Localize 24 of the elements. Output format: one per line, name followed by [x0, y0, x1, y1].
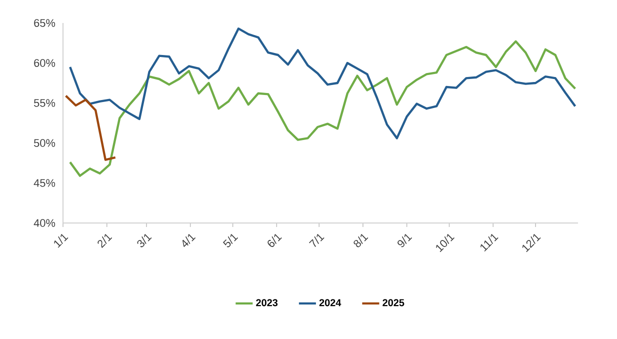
y-tick-label: 45% — [34, 179, 56, 187]
legend-label: 2025 — [382, 299, 404, 306]
line-series — [68, 28, 576, 140]
y-tick-label: 65% — [34, 19, 56, 27]
x-tick-label: 2/1 — [98, 234, 112, 248]
legend-label: 2023 — [256, 299, 278, 306]
y-tick-label: 40% — [34, 219, 56, 227]
y-tick-label: 60% — [34, 59, 56, 67]
x-tick-label: 12/1 — [522, 234, 541, 252]
x-tick-label: 5/1 — [222, 234, 238, 248]
line-series — [64, 94, 116, 161]
legend-label: 2024 — [319, 299, 342, 306]
x-tick-label: 7/1 — [309, 234, 324, 247]
x-tick-label: 8/1 — [354, 234, 368, 248]
y-tick-label: 55% — [34, 99, 56, 107]
x-tick-label: 3/1 — [137, 234, 152, 248]
y-tick-label: 50% — [34, 139, 56, 147]
x-tick-label: 11/1 — [480, 234, 498, 252]
x-tick-label: 4/1 — [182, 234, 196, 247]
x-tick-label: 9/1 — [398, 234, 412, 248]
x-tick-label: 1/1 — [54, 234, 68, 248]
line-series — [68, 40, 576, 177]
x-tick-label: 6/1 — [268, 234, 282, 247]
x-tick-label: 10/1 — [436, 234, 454, 252]
